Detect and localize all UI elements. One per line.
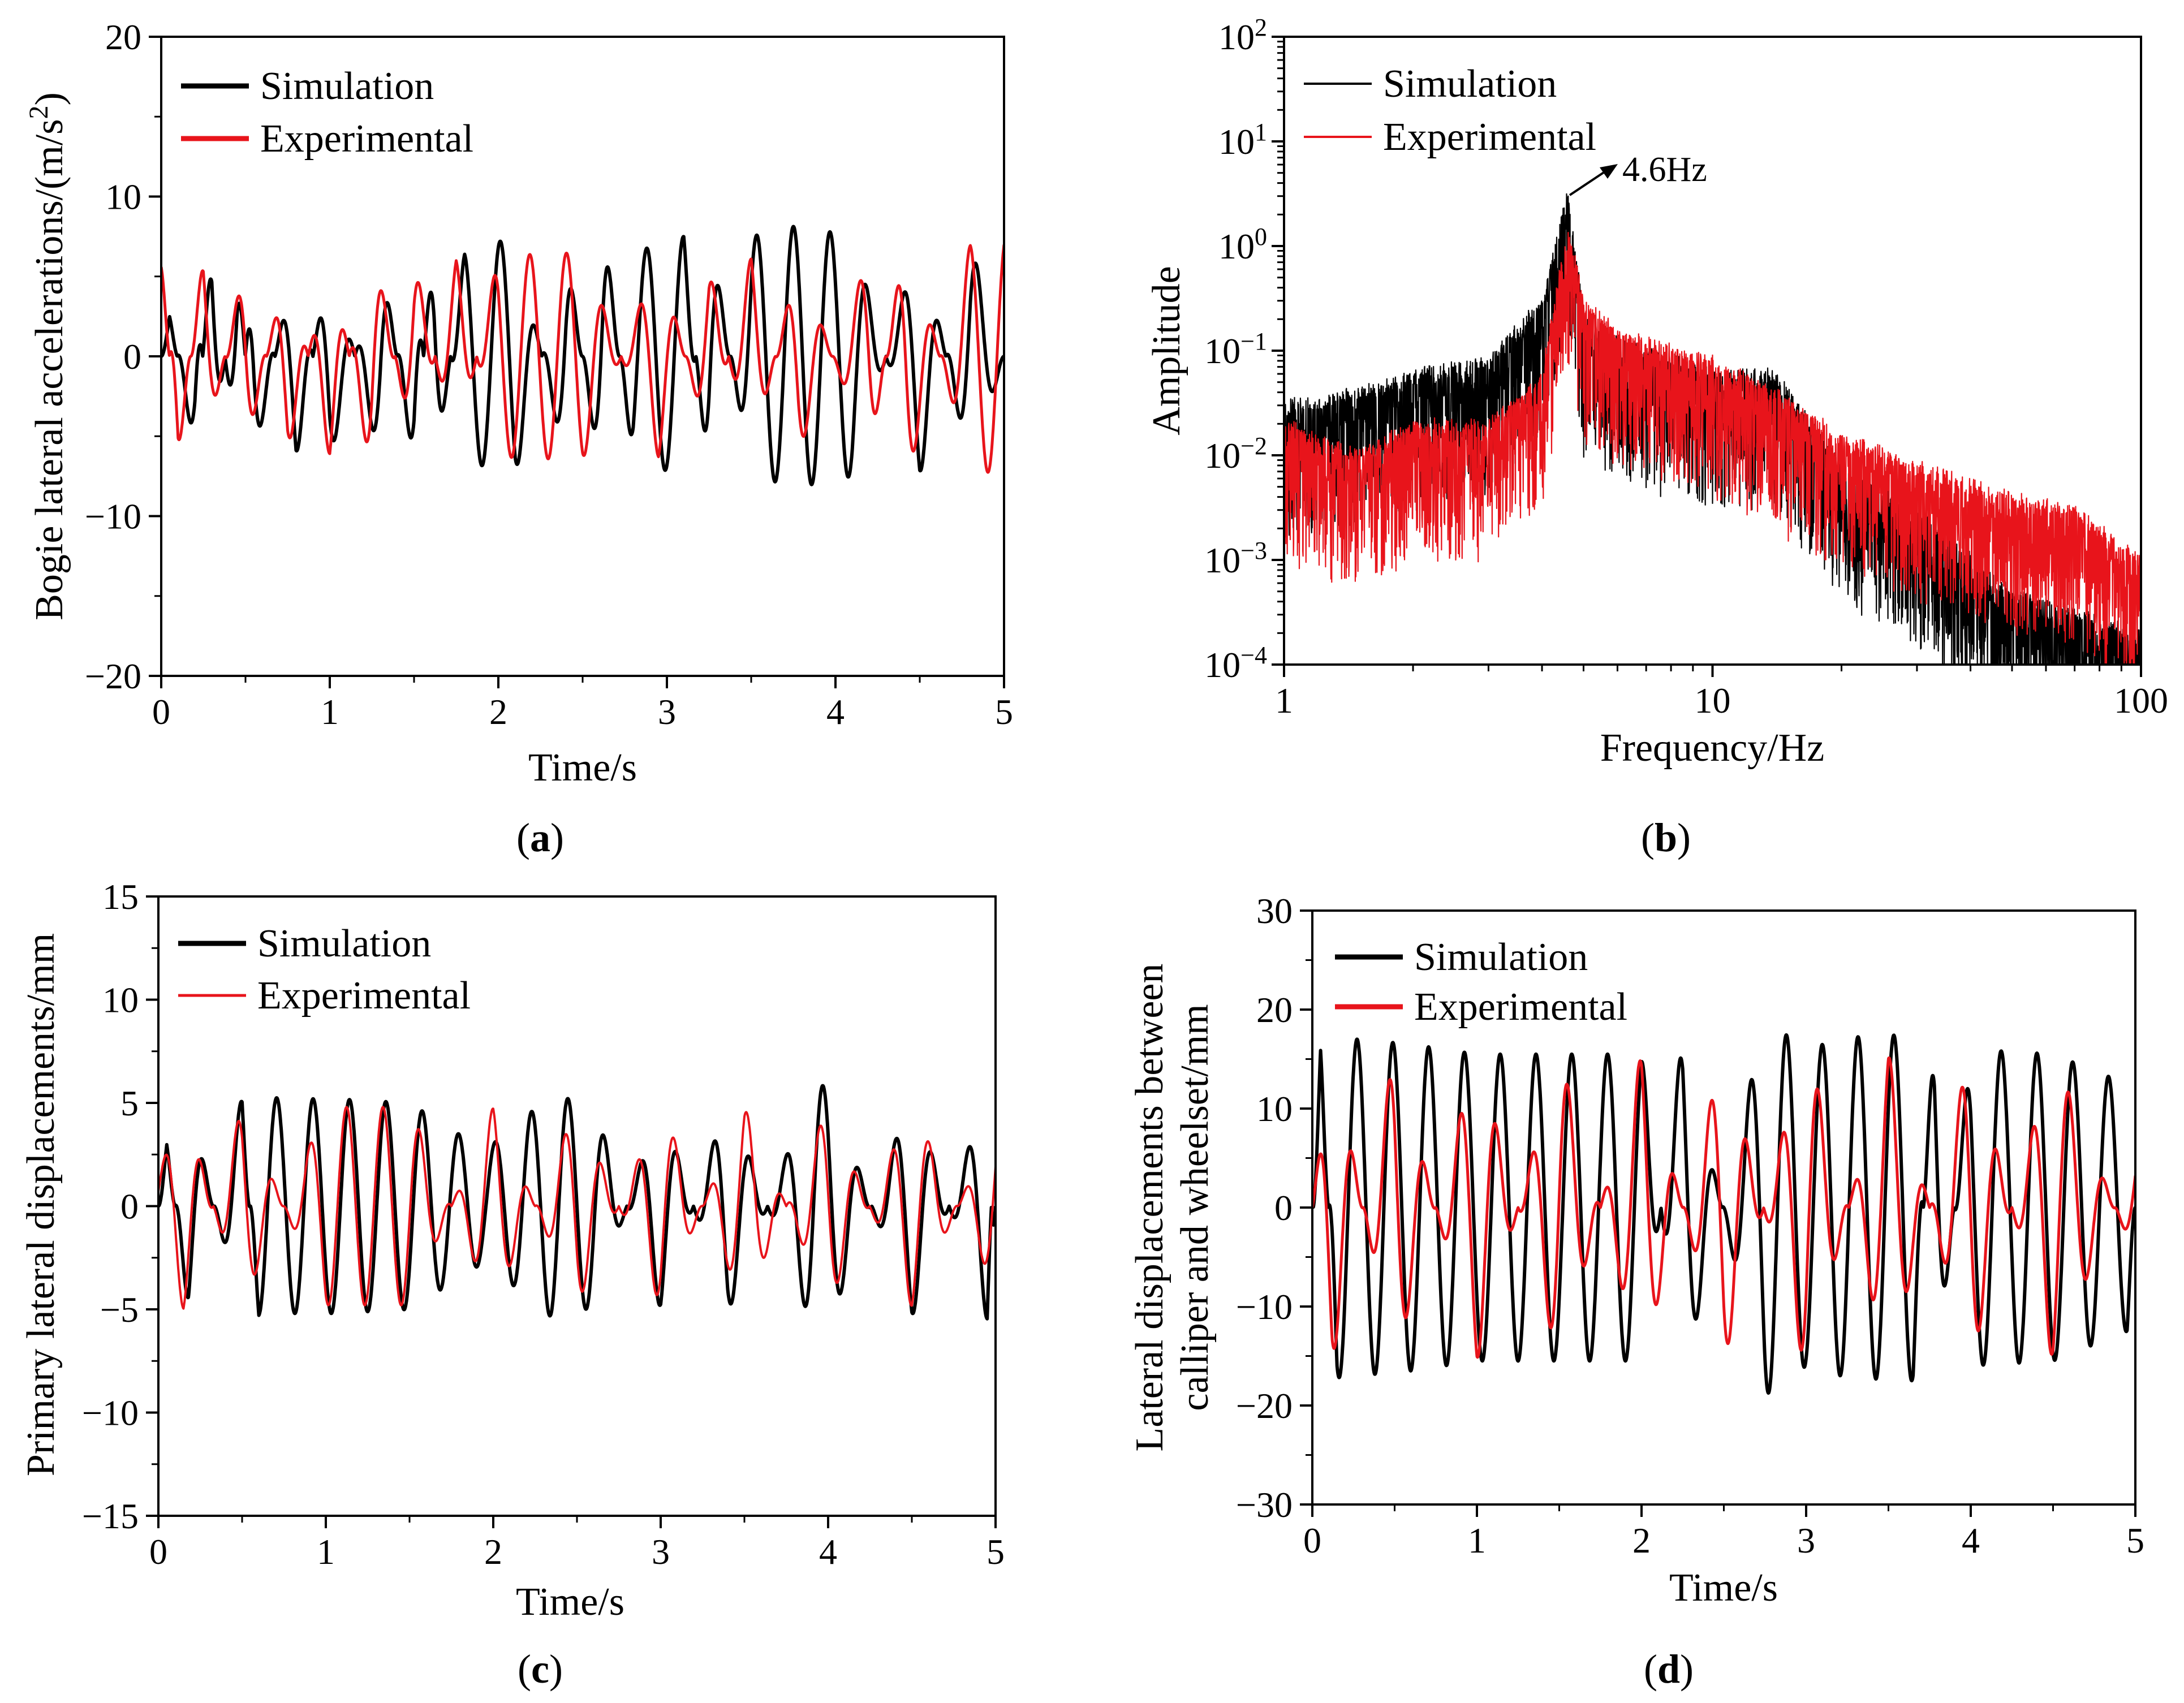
- panel-d-xtick-label: 5: [2126, 1520, 2144, 1560]
- panel-d-ytick-label: −10: [1236, 1287, 1293, 1327]
- panel-c-xtick-label: 3: [652, 1532, 670, 1572]
- panel-a-ytick-label: −20: [85, 656, 141, 696]
- panel-a-xtick-label: 4: [826, 692, 845, 732]
- panel-d-frame: [1311, 909, 2136, 1506]
- panel-b-series-experimental: [1284, 232, 2141, 665]
- panel-b: 1 10 100 10−4 10−3 10−2 10−1 100 101 102 Frequenc…: [1145, 14, 2168, 861]
- panel-b-tick-labels: 1 10 100 10−4 10−3 10−2 10−1 100 101 102: [1204, 14, 2168, 721]
- panel-b-annotation-arrowhead: [1600, 164, 1618, 179]
- panel-d-xtick-label: 4: [1962, 1520, 1980, 1560]
- panel-b-series: [1284, 193, 2141, 665]
- panel-b-caption: (b): [1641, 815, 1691, 860]
- panel-a-tick-labels: 0 1 2 3 4 5 −20 −10 0 10 20: [85, 17, 1013, 732]
- panel-d: 0 1 2 3 4 5 −30 −20 −10 0 10 20 30 Time/s Lateral di…: [1128, 891, 2144, 1692]
- panel-d-ytick-label: 0: [1274, 1188, 1293, 1228]
- panel-c-xtick-label: 0: [149, 1532, 167, 1572]
- panel-c-series-experimental: [158, 1106, 996, 1310]
- panel-a-ytick-label: 20: [105, 17, 141, 57]
- panel-a-frame: [160, 36, 1005, 677]
- panel-c-ytick-label: 0: [120, 1187, 139, 1227]
- panel-a-xtick-label: 2: [489, 692, 507, 732]
- panel-a-xtick-label: 0: [152, 692, 170, 732]
- panel-c-tick-labels: 0 1 2 3 4 5 −15 −10 −5 0 5 10 15: [82, 877, 1005, 1572]
- panel-c-ylabel: Primary lateral displacements/mm: [19, 933, 63, 1476]
- panel-b-xtick-label: 1: [1275, 680, 1293, 721]
- panel-d-ylabel-line1: Lateral displacements between: [1128, 964, 1171, 1452]
- panel-b-xlabel: Frequency/Hz: [1600, 726, 1825, 770]
- panel-d-legend-experimental: Experimental: [1414, 985, 1627, 1029]
- panel-a-ylabel: Bogie lateral accelerations/(m/s2): [24, 92, 72, 620]
- panel-d-xtick-label: 3: [1797, 1520, 1815, 1560]
- panel-b-annotation-text: 4.6Hz: [1622, 150, 1707, 189]
- panel-c-xtick-label: 1: [317, 1532, 335, 1572]
- panel-b-xtick-label: 10: [1695, 680, 1731, 721]
- panel-a-ytick-label: −10: [85, 497, 141, 537]
- panel-b-legend-experimental: Experimental: [1383, 115, 1596, 159]
- panel-d-series-simulation: [1312, 1033, 2135, 1395]
- panel-d-legend-simulation: Simulation: [1414, 935, 1588, 979]
- panel-c-legend: Simulation Experimental: [178, 922, 471, 1018]
- panel-c-ytick-label: −10: [82, 1393, 139, 1433]
- panel-d-series: [1312, 1033, 2135, 1395]
- panel-d-ytick-label: −20: [1236, 1386, 1293, 1426]
- panel-c-xlabel: Time/s: [516, 1580, 624, 1624]
- panel-a-xlabel: Time/s: [528, 746, 637, 790]
- panel-a-series: [161, 225, 1004, 486]
- panel-a-caption: (a): [516, 815, 564, 860]
- panel-d-ytick-label: 30: [1256, 891, 1293, 931]
- panel-d-ylabel-line2: calliper and wheelset/mm: [1173, 1004, 1217, 1411]
- panel-a-legend: Simulation Experimental: [181, 64, 473, 161]
- panel-a: 0 1 2 3 4 5 −20 −10 0 10 20 Time/s Bogie lateral a…: [24, 17, 1014, 860]
- panel-c-legend-experimental: Experimental: [257, 974, 471, 1018]
- panel-b-ytick-label: 101: [1218, 118, 1267, 162]
- panel-a-xtick-label: 5: [995, 692, 1013, 732]
- panel-d-caption: (d): [1644, 1646, 1694, 1692]
- panel-c-xtick-label: 5: [987, 1532, 1005, 1572]
- panel-b-ytick-label: 102: [1218, 14, 1267, 58]
- panel-c-xtick-label: 4: [819, 1532, 837, 1572]
- panel-d-xtick-label: 2: [1632, 1520, 1651, 1560]
- panel-b-legend-simulation: Simulation: [1383, 62, 1557, 106]
- panel-a-legend-experimental: Experimental: [260, 117, 473, 161]
- panel-d-ytick-label: 10: [1256, 1089, 1293, 1129]
- panel-a-ytick-label: 10: [105, 177, 141, 217]
- panel-c-caption: (c): [518, 1646, 563, 1692]
- panel-b-ytick-label: 10−4: [1204, 641, 1267, 685]
- panel-b-ytick-label: 10−2: [1204, 432, 1267, 476]
- panel-c-series: [158, 1084, 996, 1321]
- panel-b-annotation: 4.6Hz: [1569, 150, 1707, 196]
- panel-c-ytick-label: −5: [100, 1290, 139, 1330]
- panel-a-series-experimental: [161, 244, 1004, 474]
- panel-c-series-simulation: [158, 1084, 996, 1321]
- panel-c-xtick-label: 2: [484, 1532, 502, 1572]
- panel-b-xtick-label: 100: [2114, 680, 2168, 721]
- panel-d-xlabel: Time/s: [1669, 1566, 1778, 1610]
- panel-d-xtick-label: 1: [1468, 1520, 1486, 1560]
- panel-a-xtick-label: 1: [321, 692, 339, 732]
- panel-c: 0 1 2 3 4 5 −15 −10 −5 0 5 10 15 Time/s Primary late…: [19, 877, 1005, 1692]
- panel-c-legend-simulation: Simulation: [257, 922, 431, 965]
- panel-b-ylabel: Amplitude: [1145, 266, 1188, 435]
- panel-c-frame: [157, 895, 997, 1517]
- panel-d-xtick-label: 0: [1303, 1520, 1321, 1560]
- panel-d-legend: Simulation Experimental: [1335, 935, 1627, 1029]
- panel-d-ytick-label: −30: [1236, 1485, 1293, 1525]
- panel-c-ytick-label: 15: [102, 877, 139, 917]
- panel-b-annotation-arrow: [1569, 171, 1605, 196]
- panel-b-frame: [1283, 36, 2142, 666]
- panel-a-xtick-label: 3: [658, 692, 676, 732]
- panel-b-ytick-label: 100: [1218, 223, 1267, 267]
- panel-c-ytick-label: −15: [82, 1496, 139, 1536]
- panel-d-tick-labels: 0 1 2 3 4 5 −30 −20 −10 0 10 20 30: [1236, 891, 2144, 1560]
- panel-a-legend-simulation: Simulation: [260, 64, 434, 108]
- panel-b-ytick-label: 10−1: [1204, 327, 1267, 372]
- panel-c-ytick-label: 10: [102, 980, 139, 1020]
- panel-b-legend: Simulation Experimental: [1304, 62, 1596, 159]
- panel-b-ytick-label: 10−3: [1204, 537, 1267, 581]
- panel-d-series-experimental: [1312, 1056, 2135, 1359]
- panel-c-ytick-label: 5: [120, 1083, 139, 1123]
- panel-d-ytick-label: 20: [1256, 990, 1293, 1030]
- panel-a-ytick-label: 0: [123, 337, 141, 377]
